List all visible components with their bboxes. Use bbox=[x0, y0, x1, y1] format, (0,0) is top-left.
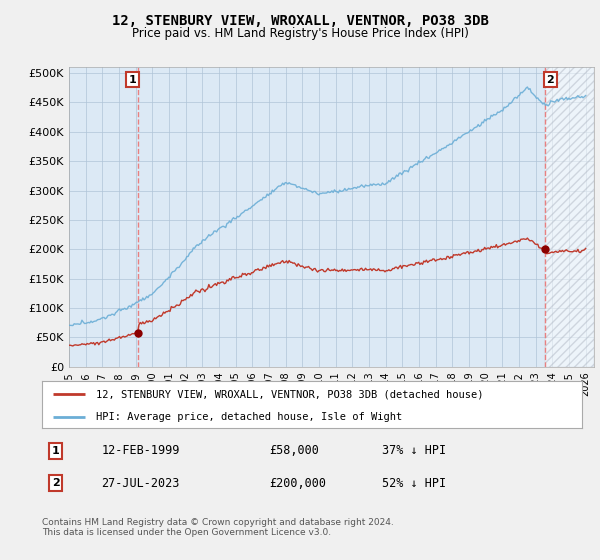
Text: HPI: Average price, detached house, Isle of Wight: HPI: Average price, detached house, Isle… bbox=[96, 412, 402, 422]
Text: 1: 1 bbox=[52, 446, 59, 456]
Text: 2: 2 bbox=[52, 478, 59, 488]
Text: £58,000: £58,000 bbox=[269, 445, 319, 458]
Text: 37% ↓ HPI: 37% ↓ HPI bbox=[382, 445, 446, 458]
Text: 12, STENBURY VIEW, WROXALL, VENTNOR, PO38 3DB: 12, STENBURY VIEW, WROXALL, VENTNOR, PO3… bbox=[112, 14, 488, 28]
Text: 52% ↓ HPI: 52% ↓ HPI bbox=[382, 477, 446, 489]
Text: 27-JUL-2023: 27-JUL-2023 bbox=[101, 477, 180, 489]
Text: 2: 2 bbox=[546, 74, 554, 85]
Text: £200,000: £200,000 bbox=[269, 477, 326, 489]
Text: 12, STENBURY VIEW, WROXALL, VENTNOR, PO38 3DB (detached house): 12, STENBURY VIEW, WROXALL, VENTNOR, PO3… bbox=[96, 389, 484, 399]
Text: 1: 1 bbox=[129, 74, 137, 85]
Text: Price paid vs. HM Land Registry's House Price Index (HPI): Price paid vs. HM Land Registry's House … bbox=[131, 27, 469, 40]
Text: 12-FEB-1999: 12-FEB-1999 bbox=[101, 445, 180, 458]
Text: Contains HM Land Registry data © Crown copyright and database right 2024.
This d: Contains HM Land Registry data © Crown c… bbox=[42, 518, 394, 538]
